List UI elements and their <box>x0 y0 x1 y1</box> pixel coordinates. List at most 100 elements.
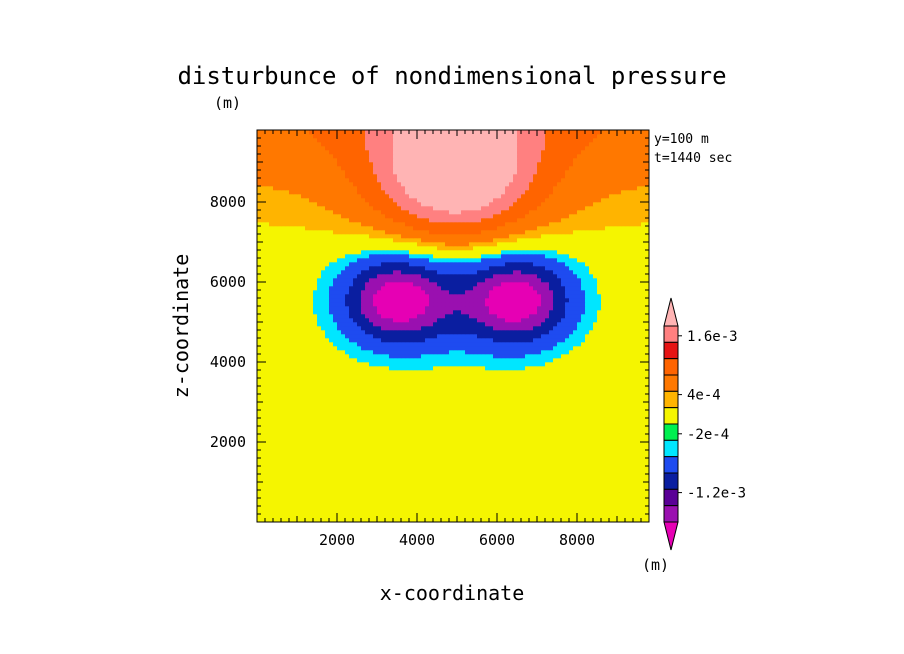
contour-cell <box>473 450 478 455</box>
contour-cell <box>333 514 338 519</box>
contour-cell <box>541 422 546 427</box>
contour-cell <box>485 478 490 483</box>
contour-cell <box>461 354 466 359</box>
contour-cell <box>273 418 278 423</box>
contour-cell <box>305 446 310 451</box>
contour-cell <box>257 478 262 483</box>
contour-cell <box>573 374 578 379</box>
contour-cell <box>501 466 506 471</box>
contour-cell <box>433 382 438 387</box>
contour-cell <box>345 334 350 339</box>
contour-cell <box>537 462 542 467</box>
contour-cell <box>373 426 378 431</box>
contour-cell <box>349 434 354 439</box>
contour-cell <box>353 374 358 379</box>
contour-cell <box>257 350 262 355</box>
contour-cell <box>585 354 590 359</box>
contour-cell <box>257 442 262 447</box>
contour-cell <box>565 354 570 359</box>
contour-cell <box>597 454 602 459</box>
contour-cell <box>369 514 374 519</box>
contour-cell <box>313 398 318 403</box>
contour-cell <box>425 418 430 423</box>
contour-cell <box>413 482 418 487</box>
contour-cell <box>385 502 390 507</box>
contour-cell <box>301 386 306 391</box>
contour-cell <box>453 498 458 503</box>
contour-cell <box>485 518 490 523</box>
contour-cell <box>601 458 606 463</box>
contour-cell <box>325 466 330 471</box>
contour-cell <box>353 446 358 451</box>
contour-cell <box>293 362 298 367</box>
contour-cell <box>617 386 622 391</box>
contour-cell <box>325 418 330 423</box>
contour-cell <box>465 510 470 515</box>
contour-cell <box>557 398 562 403</box>
contour-cell <box>585 402 590 407</box>
contour-cell <box>553 502 558 507</box>
contour-cell <box>601 414 606 419</box>
contour-cell <box>497 378 502 383</box>
contour-cell <box>501 470 506 475</box>
contour-cell <box>329 426 334 431</box>
contour-cell <box>617 374 622 379</box>
contour-cell <box>561 434 566 439</box>
contour-cell <box>301 482 306 487</box>
contour-cell <box>617 478 622 483</box>
contour-cell <box>277 358 282 363</box>
contour-cell <box>309 390 314 395</box>
contour-cell <box>569 378 574 383</box>
contour-cell <box>397 494 402 499</box>
contour-cell <box>389 470 394 475</box>
contour-cell <box>613 414 618 419</box>
contour-cell <box>613 354 618 359</box>
contour-cell <box>433 514 438 519</box>
contour-cell <box>385 490 390 495</box>
contour-cell <box>461 446 466 451</box>
contour-cell <box>401 374 406 379</box>
contour-cell <box>449 474 454 479</box>
contour-cell <box>409 518 414 523</box>
contour-cell <box>397 390 402 395</box>
contour-cell <box>477 350 482 355</box>
contour-cell <box>497 354 502 359</box>
contour-cell <box>633 338 638 343</box>
contour-cell <box>461 482 466 487</box>
contour-cell <box>465 354 470 359</box>
contour-cell <box>417 322 422 327</box>
contour-cell <box>289 470 294 475</box>
contour-cell <box>341 346 346 351</box>
contour-cell <box>617 486 622 491</box>
contour-cell <box>289 466 294 471</box>
contour-cell <box>465 402 470 407</box>
contour-cell <box>637 458 642 463</box>
contour-cell <box>325 358 330 363</box>
contour-cell <box>293 446 298 451</box>
contour-cell <box>525 422 530 427</box>
contour-cell <box>409 398 414 403</box>
contour-cell <box>477 394 482 399</box>
contour-cell <box>401 514 406 519</box>
contour-cell <box>561 378 566 383</box>
contour-cell <box>449 394 454 399</box>
contour-cell <box>557 422 562 427</box>
contour-cell <box>569 366 574 371</box>
contour-cell <box>621 386 626 391</box>
contour-cell <box>385 466 390 471</box>
contour-cell <box>429 382 434 387</box>
contour-cell <box>393 334 398 339</box>
contour-cell <box>429 514 434 519</box>
contour-cell <box>305 502 310 507</box>
contour-cell <box>433 466 438 471</box>
contour-cell <box>341 510 346 515</box>
contour-cell <box>285 322 290 327</box>
contour-cell <box>437 494 442 499</box>
contour-cell <box>357 318 362 323</box>
contour-cell <box>605 394 610 399</box>
contour-cell <box>333 454 338 459</box>
contour-cell <box>425 502 430 507</box>
contour-cell <box>541 334 546 339</box>
contour-cell <box>437 390 442 395</box>
contour-cell <box>517 486 522 491</box>
